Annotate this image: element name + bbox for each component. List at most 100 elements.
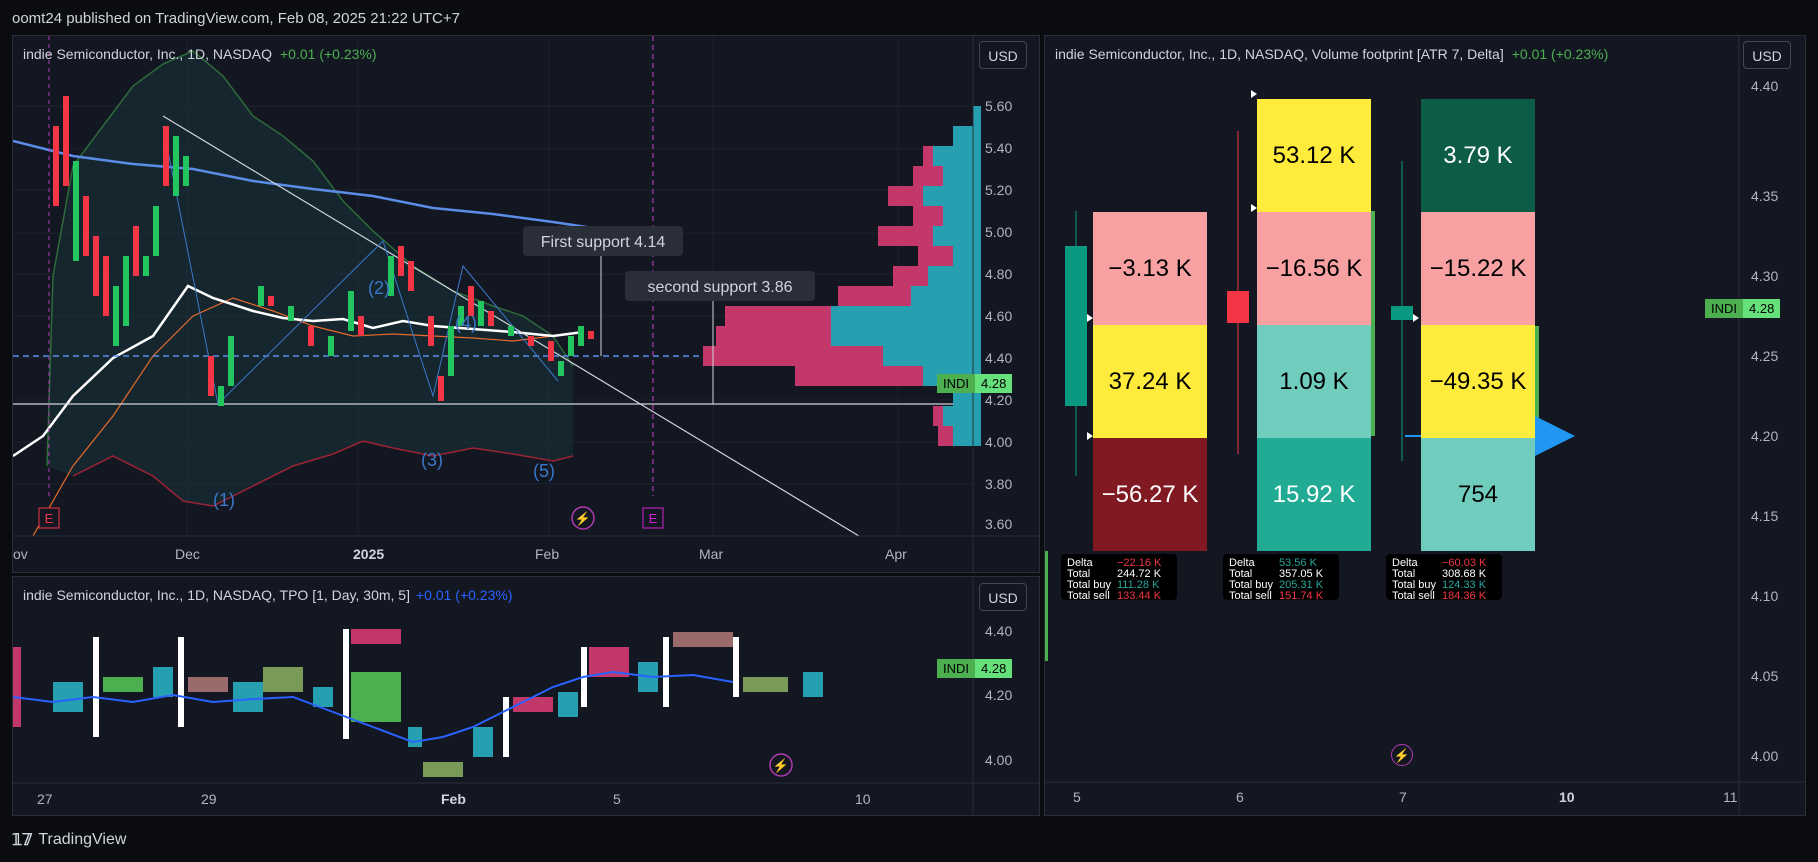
legend-key: Delta xyxy=(1392,557,1418,569)
fp-cell: 1.09 K xyxy=(1257,325,1371,438)
footprint-canvas[interactable] xyxy=(1045,36,1806,816)
fp-last-price-badge: INDI 4.28 xyxy=(1705,299,1781,318)
main-price-tick: 5.40 xyxy=(985,140,1013,156)
main-last-price-badge: INDI 4.28 xyxy=(937,374,1013,393)
fp-cell: 53.12 K xyxy=(1257,99,1371,212)
legend-delta: −60.03 K xyxy=(1442,557,1487,569)
fp-price-tick: 4.35 xyxy=(1751,188,1779,204)
earnings-marker-magenta[interactable]: E xyxy=(649,511,658,526)
wave-label-1: (1) xyxy=(213,490,235,510)
svg-text:⚡: ⚡ xyxy=(773,758,789,774)
main-price-tick: 4.60 xyxy=(985,308,1013,324)
brand-label: TradingView xyxy=(38,831,127,848)
fp-time-tick: 7 xyxy=(1399,789,1407,805)
tpo-badge-price: 4.28 xyxy=(975,659,1013,678)
main-price-tick: 3.60 xyxy=(985,516,1013,532)
footprint-chart-title: indie Semiconductor, Inc., 1D, NASDAQ, V… xyxy=(1055,46,1608,62)
main-chart-canvas[interactable]: First support 4.14 second support 3.86 (… xyxy=(13,36,1040,573)
footprint-change: +0.01 (+0.23%) xyxy=(1511,46,1609,62)
tpo-time-tick: Feb xyxy=(441,791,466,807)
tpo-canvas[interactable]: ⚡ xyxy=(13,577,1040,816)
earnings-marker-red[interactable]: E xyxy=(45,511,54,526)
main-price-tick: 5.00 xyxy=(985,224,1013,240)
legend-key: Total buy xyxy=(1392,579,1437,591)
fp-cell: 37.24 K xyxy=(1093,325,1207,438)
second-support-label: second support 3.86 xyxy=(648,279,793,296)
main-time-tick: Feb xyxy=(535,546,560,562)
fp-price-tick: 4.30 xyxy=(1751,268,1779,284)
tpo-blocks xyxy=(13,629,823,777)
main-time-tick: Dec xyxy=(175,546,200,562)
tpo-change: +0.01 (+0.23%) xyxy=(415,587,513,603)
tpo-price-tick: 4.20 xyxy=(985,687,1013,703)
tradingview-logo-icon: 𝟙𝟟 xyxy=(12,832,33,849)
fp-cell: 15.92 K xyxy=(1257,438,1371,551)
legend-key: Total buy xyxy=(1067,579,1112,591)
fp-time-tick: 10 xyxy=(1559,789,1575,805)
fp-cell: −16.56 K xyxy=(1257,212,1371,325)
badge-symbol: INDI xyxy=(937,374,975,393)
tpo-time-tick: 27 xyxy=(37,791,53,807)
footprint-legend-2: Delta −60.03 K Total 308.68 K Total buy 124… xyxy=(1386,554,1502,602)
currency-button[interactable]: USD xyxy=(979,41,1027,69)
footprint-chart-panel[interactable]: indie Semiconductor, Inc., 1D, NASDAQ, V… xyxy=(1044,35,1806,816)
fp-badge-symbol: INDI xyxy=(1705,299,1743,318)
fp-badge-price: 4.28 xyxy=(1743,299,1781,318)
main-chart-change: +0.01 (+0.23%) xyxy=(280,46,377,62)
first-support-label: First support 4.14 xyxy=(541,234,666,251)
legend-buy: 205.31 K xyxy=(1279,579,1324,591)
legend-key: Delta xyxy=(1067,557,1093,569)
main-time-tick: 2025 xyxy=(353,546,385,562)
badge-price: 4.28 xyxy=(975,374,1013,393)
tpo-chart-panel[interactable]: indie Semiconductor, Inc., 1D, NASDAQ, T… xyxy=(12,576,1040,816)
tpo-price-tick: 4.00 xyxy=(985,752,1013,768)
tpo-title-text: indie Semiconductor, Inc., 1D, NASDAQ, T… xyxy=(23,587,410,603)
tpo-last-price-badge: INDI 4.28 xyxy=(937,659,1013,678)
fp-price-tick: 4.20 xyxy=(1751,428,1779,444)
legend-buy: 124.33 K xyxy=(1442,579,1487,591)
legend-key: Total sell xyxy=(1067,590,1110,602)
legend-buy: 111.28 K xyxy=(1117,579,1160,591)
tpo-chart-title: indie Semiconductor, Inc., 1D, NASDAQ, T… xyxy=(23,587,513,603)
wave-label-4: (4) xyxy=(455,313,477,333)
fp-cell: 3.79 K xyxy=(1421,99,1535,212)
publish-info: oomt24 published on TradingView.com, Feb… xyxy=(12,10,460,27)
legend-key: Total xyxy=(1067,568,1091,580)
fp-time-tick: 11 xyxy=(1723,789,1738,805)
tpo-time-tick: 29 xyxy=(201,791,217,807)
footprint-legend-1: Delta 53.56 K Total 357.05 K Total buy 205.… xyxy=(1223,554,1339,602)
tpo-price-tick: 4.40 xyxy=(985,623,1013,639)
legend-total: 357.05 K xyxy=(1279,568,1324,580)
fp-price-tick: 4.40 xyxy=(1751,78,1779,94)
legend-sell: 133.44 K xyxy=(1117,590,1162,602)
wave-label-2: (2) xyxy=(368,278,390,298)
legend-total: 308.68 K xyxy=(1442,568,1487,580)
legend-total: 244.72 K xyxy=(1117,568,1162,580)
fp-price-tick: 4.25 xyxy=(1751,348,1779,364)
legend-delta: 53.56 K xyxy=(1279,557,1317,569)
main-price-tick: 4.40 xyxy=(985,350,1013,366)
fp-price-tick: 4.10 xyxy=(1751,588,1779,604)
legend-delta: −22.16 K xyxy=(1117,557,1162,569)
fp-price-tick: 4.00 xyxy=(1751,748,1779,764)
tpo-bolt-icon[interactable] xyxy=(769,753,793,777)
footprint-currency-button[interactable]: USD xyxy=(1743,41,1791,69)
fp-cell: −15.22 K xyxy=(1421,212,1535,325)
candles xyxy=(53,96,594,406)
footprint-bolt-icon[interactable]: ⚡ xyxy=(1391,744,1413,766)
main-price-tick: 4.80 xyxy=(985,266,1013,282)
dividend-bolt-icon[interactable] xyxy=(571,506,595,530)
tpo-currency-button[interactable]: USD xyxy=(979,583,1027,611)
legend-key: Total sell xyxy=(1392,590,1435,602)
fp-time-tick: 5 xyxy=(1073,789,1081,805)
fp-cell: 754 xyxy=(1421,438,1535,551)
tpo-badge-symbol: INDI xyxy=(937,659,975,678)
tpo-time-tick: 5 xyxy=(613,791,621,807)
tpo-time-tick: 10 xyxy=(855,791,871,807)
main-time-tick: Apr xyxy=(885,546,907,562)
legend-key: Total xyxy=(1392,568,1416,580)
tradingview-brand[interactable]: 𝟙𝟟 TradingView xyxy=(12,830,126,850)
main-price-tick: 4.20 xyxy=(985,392,1013,408)
main-price-tick: 5.60 xyxy=(985,98,1013,114)
main-chart-panel[interactable]: indie Semiconductor, Inc., 1D, NASDAQ +0.… xyxy=(12,35,1040,573)
